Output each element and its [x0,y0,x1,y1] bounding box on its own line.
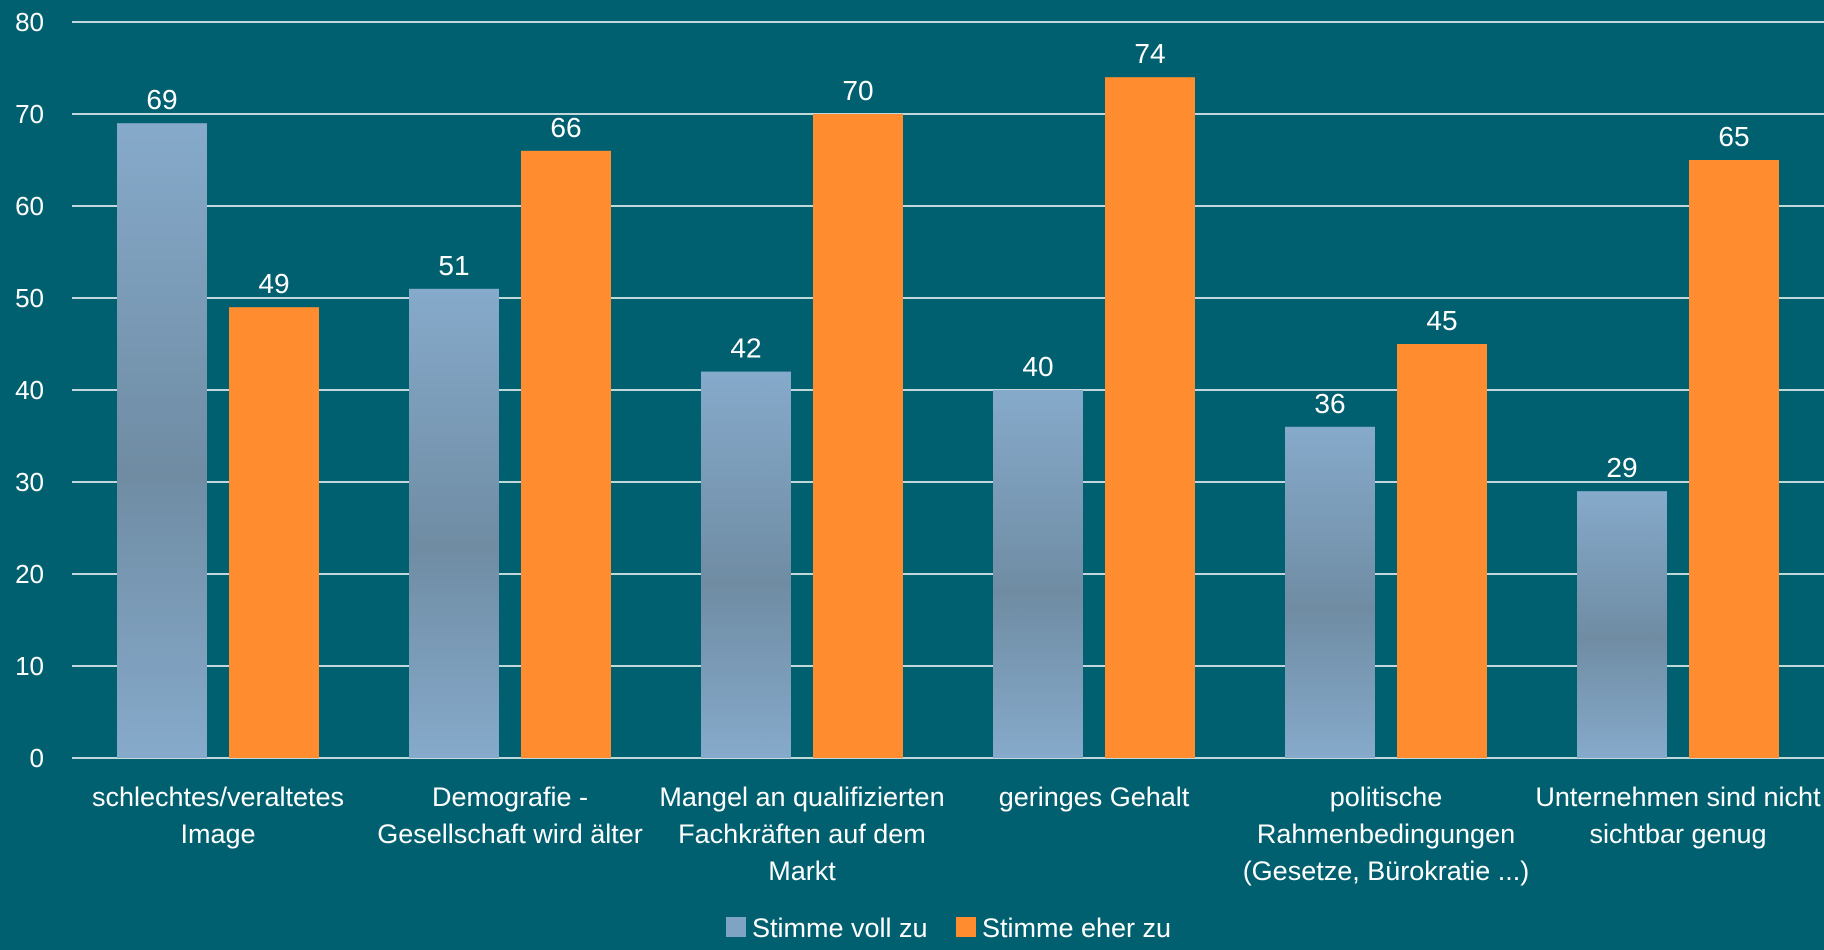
data-label: 51 [438,250,469,281]
bar-stimme-eher-zu-5 [1689,160,1779,758]
y-tick-label: 0 [30,743,44,773]
legend: Stimme voll zu Stimme eher zu [726,913,1171,943]
y-tick-label: 60 [15,191,44,221]
category-labels: schlechtes/veraltetes Image Demografie - Ge… [92,782,1821,886]
legend-swatch-1 [956,917,976,937]
bar-stimme-voll-zu-5 [1577,491,1667,758]
y-axis-ticks: 0 10 20 30 40 50 60 70 80 [15,7,44,773]
data-label: 74 [1134,38,1165,69]
y-tick-label: 20 [15,559,44,589]
data-label: 45 [1426,305,1457,336]
bar-stimme-voll-zu-0 [117,123,207,758]
bar-stimme-eher-zu-3 [1105,77,1195,758]
category-label: Mangel an qualifizierten [659,782,944,812]
bar-stimme-eher-zu-2 [813,114,903,758]
data-label: 36 [1314,388,1345,419]
category-label: Unternehmen sind nicht [1535,782,1821,812]
grid-lines [72,21,1824,759]
data-label: 40 [1022,351,1053,382]
data-label: 29 [1606,452,1637,483]
bar-stimme-voll-zu-1 [409,288,499,758]
data-label: 70 [842,75,873,106]
category-label: Rahmenbedingungen [1257,819,1515,849]
data-labels: 69 49 51 66 42 70 40 74 36 45 29 65 [146,38,1749,483]
data-label: 69 [146,84,177,115]
legend-label-0: Stimme voll zu [752,913,928,943]
data-label: 66 [550,112,581,143]
data-label: 65 [1718,121,1749,152]
bar-stimme-voll-zu-4 [1285,426,1375,758]
data-label: 49 [258,268,289,299]
y-tick-label: 30 [15,467,44,497]
category-label: Demografie - [432,782,588,812]
bar-stimme-eher-zu-4 [1397,344,1487,758]
y-tick-label: 80 [15,7,44,37]
data-label: 42 [730,333,761,364]
category-label: Markt [768,856,836,886]
category-label: Image [180,819,255,849]
category-label: politische [1330,782,1443,812]
bar-stimme-voll-zu-3 [993,390,1083,758]
y-tick-label: 50 [15,283,44,313]
y-tick-label: 40 [15,375,44,405]
category-label: sichtbar genug [1589,819,1766,849]
legend-swatch-0 [726,917,746,937]
category-label: schlechtes/veraltetes [92,782,344,812]
legend-label-1: Stimme eher zu [982,913,1171,943]
y-tick-label: 70 [15,99,44,129]
category-label: (Gesetze, Bürokratie ...) [1243,856,1530,886]
bar-stimme-eher-zu-0 [229,307,319,758]
y-tick-label: 10 [15,651,44,681]
category-label: geringes Gehalt [999,782,1190,812]
bars [117,77,1779,759]
category-label: Gesellschaft wird älter [377,819,643,849]
category-label: Fachkräften auf dem [678,819,926,849]
bar-stimme-voll-zu-2 [701,371,791,758]
bar-stimme-eher-zu-1 [521,150,611,759]
